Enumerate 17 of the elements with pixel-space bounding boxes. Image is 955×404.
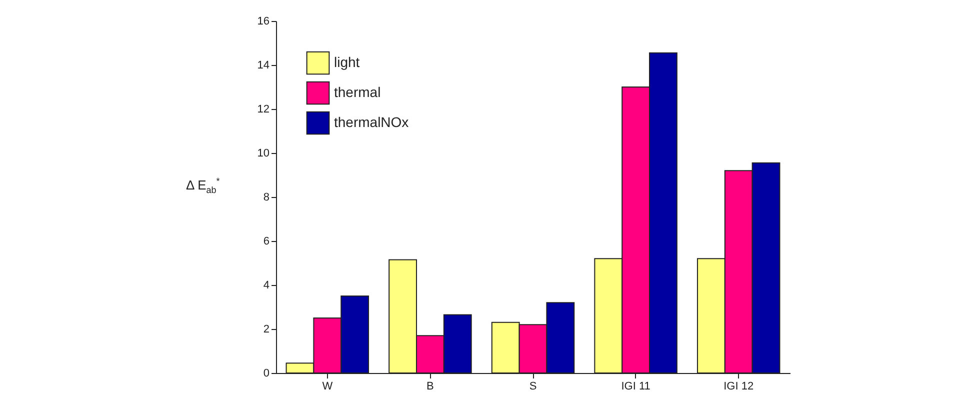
y-tick-label: 10 [257,148,270,160]
x-tick-label: B [426,380,434,392]
x-tick-label: IGI 12 [724,380,754,392]
y-tick-label: 12 [257,104,270,116]
x-tick-label: IGI 11 [621,380,650,392]
x-tick-label: W [322,380,334,392]
y-tick-label: 0 [263,368,270,380]
y-tick-label: 4 [263,280,270,292]
y-tick-label: 6 [263,236,270,248]
y-tick-label: 16 [257,16,270,28]
x-tick-label: S [529,380,537,392]
y-tick-label: 8 [263,192,270,204]
y-tick-label: 14 [257,60,270,72]
legend-label: thermal [334,84,381,100]
legend-label: light [334,54,360,70]
y-tick-label: 2 [263,324,270,336]
legend-label: thermalNOx [334,114,409,130]
